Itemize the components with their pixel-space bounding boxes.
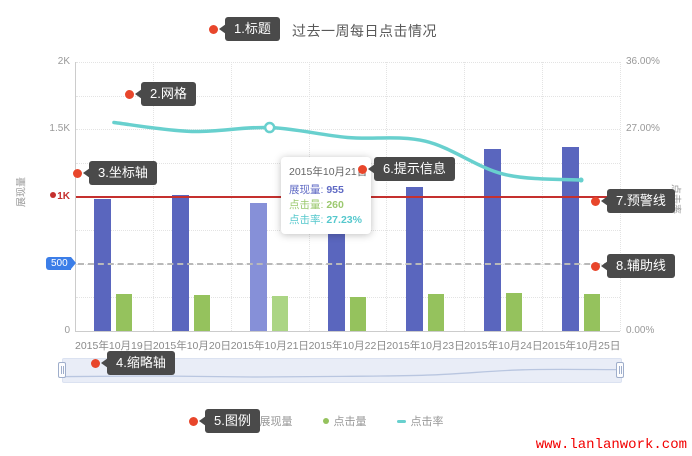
legend-marker-icon bbox=[396, 419, 406, 423]
callout-title: 1.标题 bbox=[209, 17, 280, 41]
y-axis-tick-right: 27.00% bbox=[626, 123, 660, 135]
x-axis-label: 2015年10月20日 bbox=[152, 340, 232, 352]
gridline-h bbox=[76, 62, 620, 63]
callout-title-label: 1.标题 bbox=[219, 17, 280, 41]
bar-展现量-7[interactable] bbox=[561, 147, 579, 331]
y-axis-tick-left: 0 bbox=[64, 325, 70, 336]
datazoom-slider[interactable] bbox=[60, 358, 624, 383]
line-end-marker bbox=[578, 177, 584, 183]
bar-展现量-3[interactable] bbox=[250, 202, 268, 331]
bar-点击量-6[interactable] bbox=[505, 292, 522, 331]
y-axis-tick-right: 18.00% bbox=[626, 190, 660, 202]
y-axis-tick-left: 1K bbox=[2, 191, 70, 202]
marker-dot-icon bbox=[209, 24, 218, 34]
legend-item-点击量[interactable]: 点击量 bbox=[322, 413, 367, 429]
x-axis-label: 2015年10月25日 bbox=[542, 340, 621, 352]
legend-label: 点击率 bbox=[410, 416, 444, 428]
marker-dot-icon bbox=[125, 89, 134, 99]
bar-点击量-2[interactable] bbox=[194, 294, 211, 331]
y-axis-tick-right: 0.00% bbox=[626, 325, 655, 336]
x-axis-label: 2015年10月23日 bbox=[386, 340, 465, 352]
datazoom-left-handle-icon[interactable] bbox=[58, 362, 66, 378]
bar-点击量-5[interactable] bbox=[427, 294, 444, 331]
bar-展现量-5[interactable] bbox=[405, 187, 423, 331]
chart-legend: 展现量 点击量 点击率 bbox=[0, 413, 692, 429]
legend-item-点击率[interactable]: 点击率 bbox=[396, 413, 444, 429]
legend-label: 点击量 bbox=[333, 416, 367, 428]
x-axis-label: 2015年10月19日 bbox=[75, 340, 154, 352]
y-axis-tick-right: 36.00% bbox=[626, 56, 660, 67]
tooltip-date: 2015年10月21日 bbox=[289, 166, 368, 178]
tooltip-row-impressions: 展现量: 955 bbox=[289, 184, 344, 196]
sparkline-path bbox=[60, 368, 624, 378]
callout-tooltip: 6.提示信息 bbox=[358, 157, 455, 181]
gridline-h bbox=[76, 129, 620, 131]
bar-展现量-6[interactable] bbox=[483, 148, 501, 331]
aux-line-badge: 500 bbox=[46, 256, 76, 270]
callout-grid: 2.网格 bbox=[125, 82, 196, 106]
datazoom-right-handle-icon[interactable] bbox=[616, 362, 624, 378]
marker-dot-icon bbox=[591, 196, 600, 206]
legend-label: 展现量 bbox=[259, 416, 293, 428]
tooltip-row-ctr: 点击率: 27.23% bbox=[289, 214, 362, 226]
bar-点击量-4[interactable] bbox=[350, 296, 366, 331]
datazoom-sparkline bbox=[60, 368, 624, 378]
gridline-v bbox=[620, 62, 621, 331]
aux-line bbox=[78, 262, 620, 265]
gridline-h bbox=[76, 95, 620, 97]
x-axis-label: 2015年10月24日 bbox=[464, 340, 543, 352]
bar-点击量-1[interactable] bbox=[116, 294, 133, 331]
chart-title: 过去一周每日点击情况 bbox=[292, 23, 437, 39]
legend-marker-icon bbox=[248, 418, 255, 424]
y-axis-tick-left: 2K bbox=[57, 56, 70, 67]
y-axis-line bbox=[75, 62, 76, 331]
bar-点击量-3[interactable] bbox=[272, 296, 289, 331]
right-axis-title: 点击率 bbox=[669, 184, 681, 214]
y-axis-tick-left: 1.5K bbox=[49, 123, 70, 135]
legend-marker-icon bbox=[322, 418, 329, 424]
gridline-h bbox=[76, 297, 620, 299]
x-axis-label: 2015年10月21日 bbox=[230, 340, 309, 352]
watermark: www.lanlanwork.com bbox=[535, 437, 687, 453]
chart-tooltip: 2015年10月21日 展现量: 955 点击量: 260 点击率: 27.23… bbox=[281, 157, 371, 234]
x-axis-label: 2015年10月22日 bbox=[308, 340, 387, 352]
callout-axis: 3.坐标轴 bbox=[73, 161, 157, 185]
bar-展现量-1[interactable] bbox=[94, 199, 112, 331]
legend-item-展现量[interactable]: 展现量 bbox=[248, 413, 293, 429]
left-axis-title: 展现量 bbox=[16, 177, 28, 207]
bar-点击量-7[interactable] bbox=[583, 293, 600, 331]
y-axis-tick-right: 9.00% bbox=[626, 257, 655, 269]
line-point-marker bbox=[263, 121, 276, 134]
tooltip-row-clicks: 点击量: 260 bbox=[289, 199, 344, 211]
x-axis-line bbox=[75, 331, 620, 332]
